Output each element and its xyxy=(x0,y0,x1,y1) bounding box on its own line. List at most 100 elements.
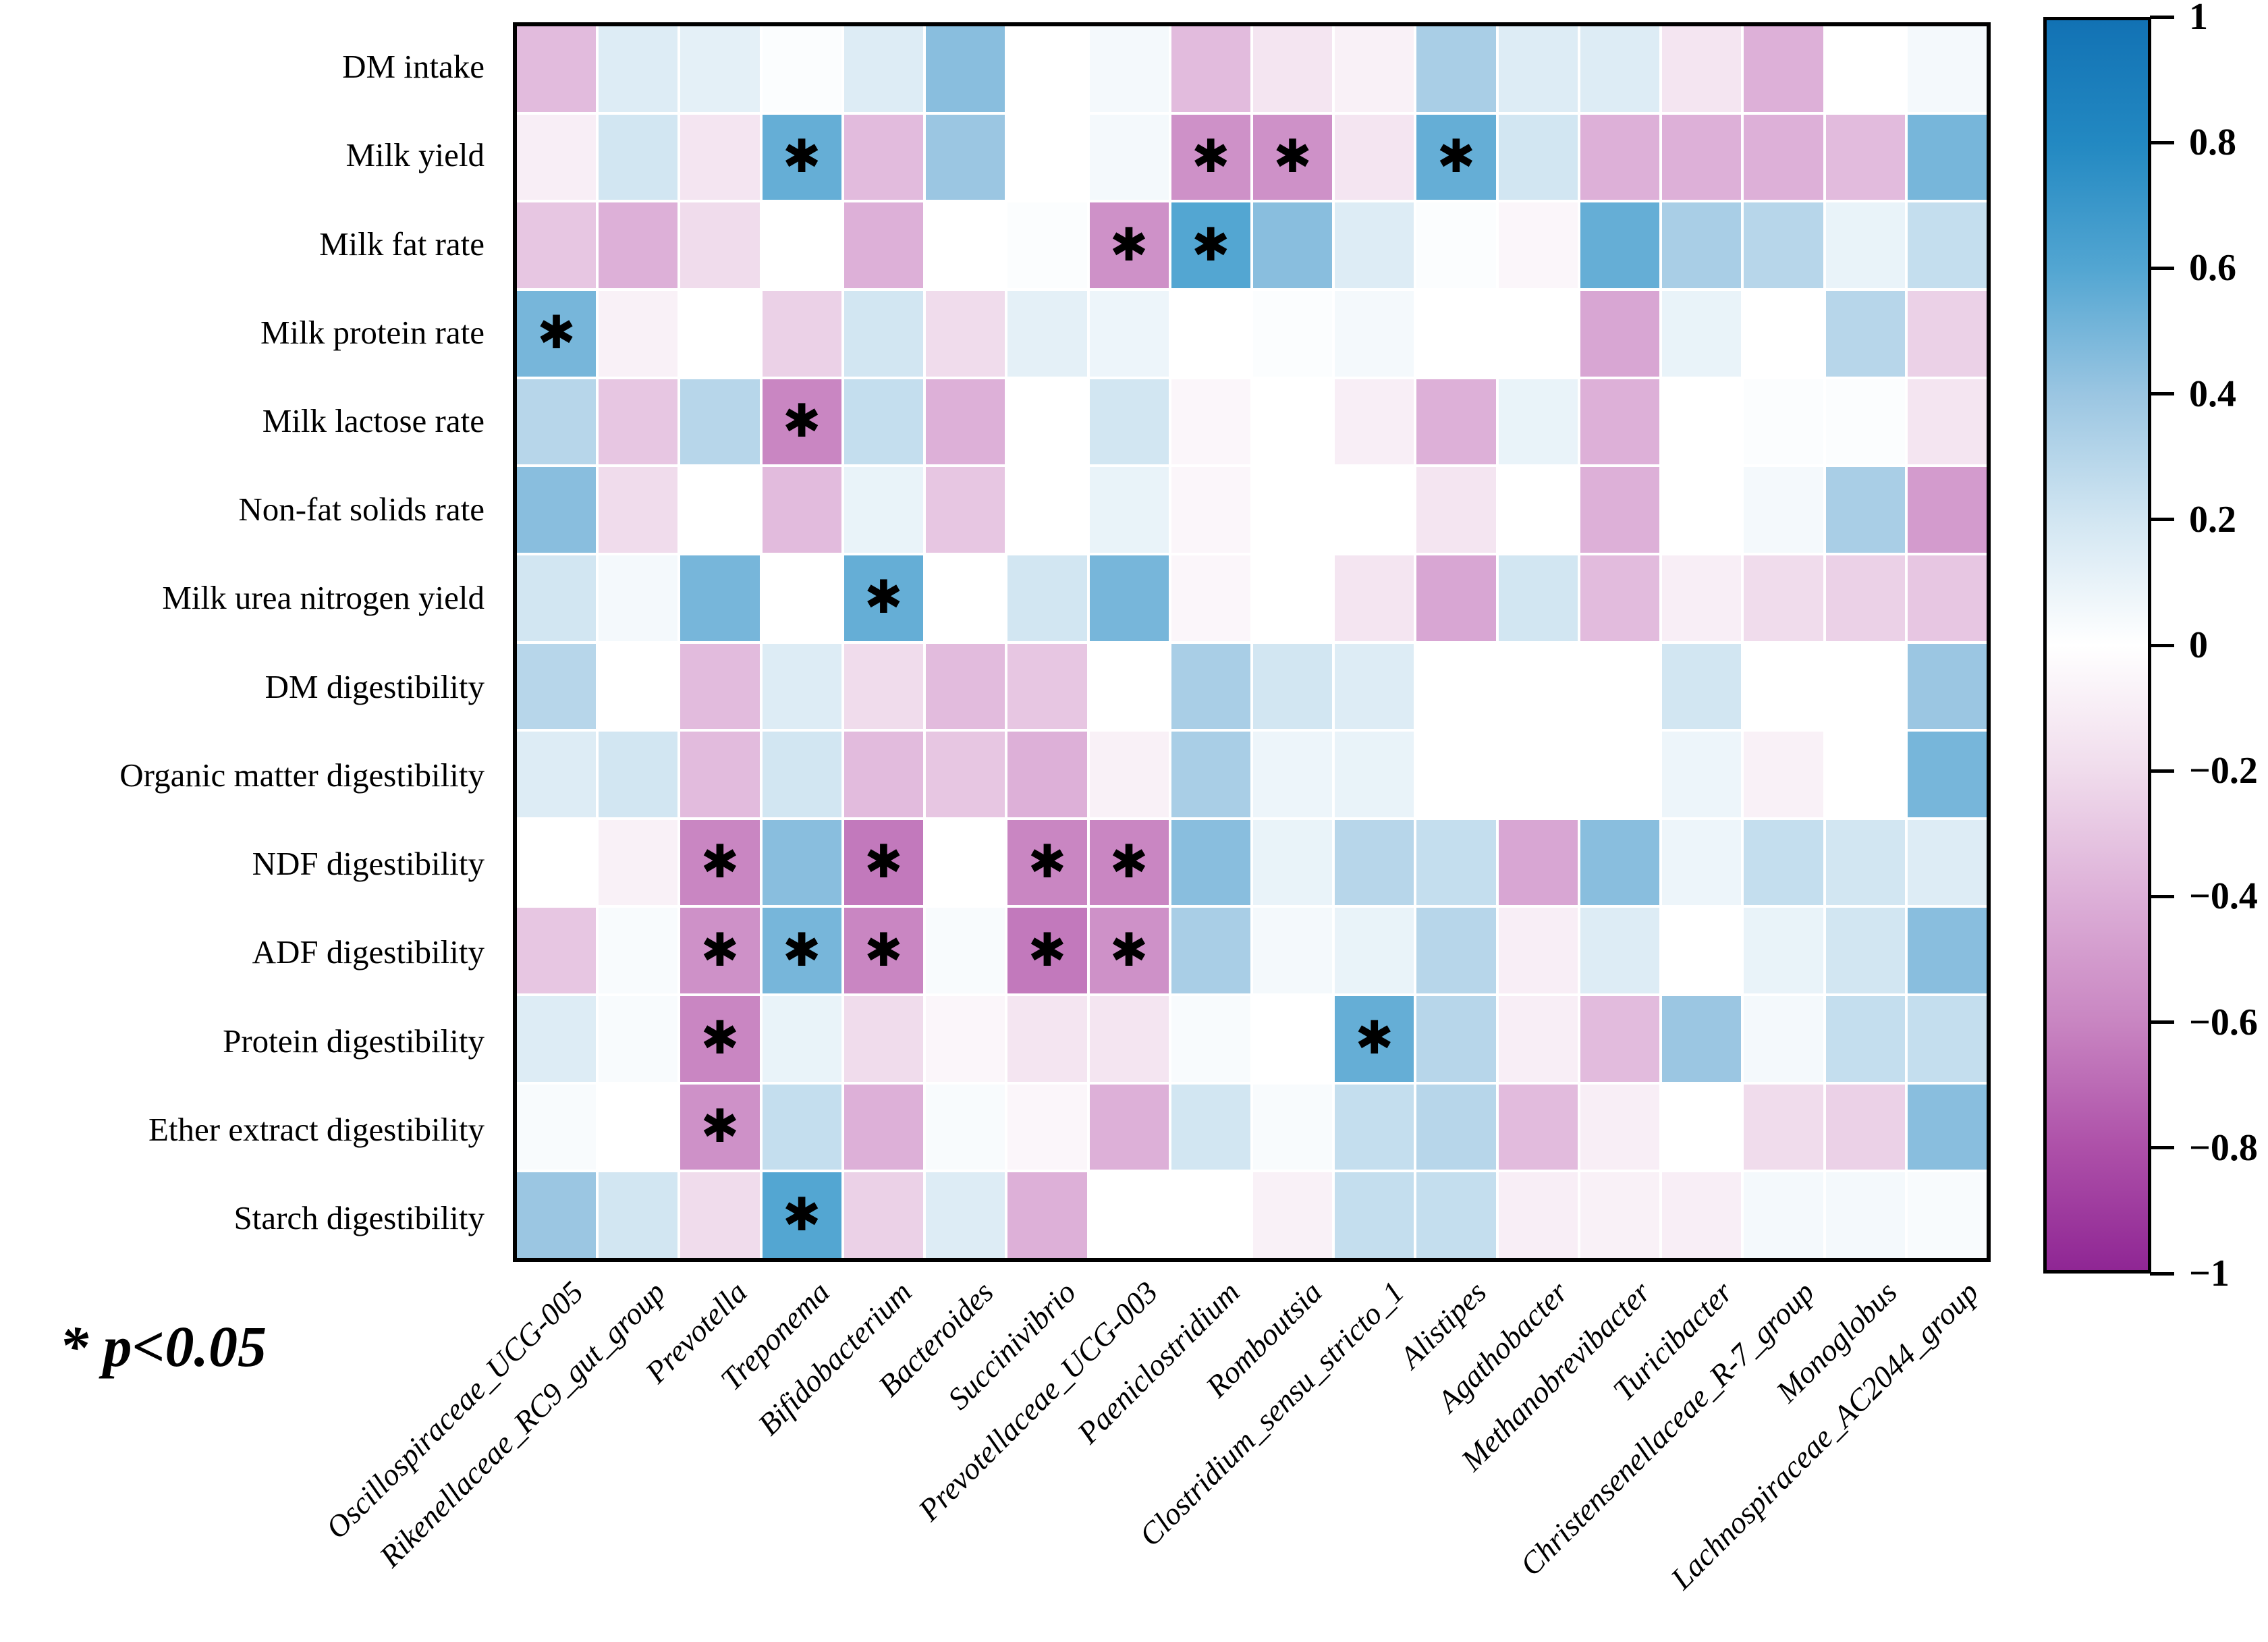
heatmap-cell xyxy=(1580,1172,1660,1258)
colorbar-tick-label: −1 xyxy=(2189,1253,2230,1294)
significance-asterisk: ✱ xyxy=(782,923,821,977)
heatmap-cell xyxy=(1907,379,1987,465)
heatmap-cell xyxy=(843,996,924,1082)
heatmap-cell xyxy=(843,290,924,377)
colorbar-tick-label: 0.2 xyxy=(2189,498,2236,541)
heatmap-cell xyxy=(1825,114,1905,200)
heatmap-cell xyxy=(1171,643,1250,730)
heatmap-cell xyxy=(843,202,924,288)
heatmap-cell: ✱ xyxy=(680,819,760,906)
heatmap-cell xyxy=(1825,555,1905,641)
heatmap-cell xyxy=(1825,26,1905,112)
heatmap-cell xyxy=(1007,1172,1087,1258)
row-label: NDF digestibility xyxy=(252,845,485,883)
heatmap-cell xyxy=(1580,732,1660,817)
heatmap-cell xyxy=(1335,819,1414,906)
heatmap-cell xyxy=(1825,202,1905,288)
heatmap-cell xyxy=(599,819,678,906)
heatmap-cell xyxy=(1580,819,1660,906)
heatmap-cell xyxy=(1744,467,1823,553)
heatmap-cell xyxy=(1825,467,1905,553)
heatmap-cell xyxy=(1335,732,1414,817)
heatmap-cell xyxy=(1335,555,1414,641)
heatmap-cell xyxy=(1825,1084,1905,1170)
colorbar-tick xyxy=(2150,15,2174,19)
heatmap-cell xyxy=(762,1084,841,1170)
heatmap-cell xyxy=(926,1172,1005,1258)
heatmap-cell xyxy=(517,908,597,994)
heatmap-cell xyxy=(926,996,1005,1082)
heatmap-cell xyxy=(1662,819,1742,906)
heatmap-cell xyxy=(926,732,1005,817)
heatmap-cell xyxy=(1252,643,1333,730)
heatmap-cell xyxy=(1580,202,1660,288)
heatmap-cell xyxy=(1662,202,1742,288)
heatmap-cell xyxy=(1498,819,1578,906)
heatmap-cell: ✱ xyxy=(762,379,841,465)
heatmap-cell xyxy=(1089,996,1169,1082)
heatmap-cell xyxy=(1007,1084,1087,1170)
heatmap-cell: ✱ xyxy=(762,1172,841,1258)
heatmap-cell xyxy=(1007,732,1087,817)
heatmap-cell xyxy=(1335,908,1414,994)
colorbar-tick-label: −0.8 xyxy=(2189,1126,2258,1169)
heatmap-cell xyxy=(517,643,597,730)
colorbar-tick-label: 0 xyxy=(2189,624,2208,666)
heatmap-cell xyxy=(926,290,1005,377)
heatmap-cell: ✱ xyxy=(1171,202,1250,288)
heatmap-cell xyxy=(1580,114,1660,200)
heatmap-cell xyxy=(1416,1172,1496,1258)
heatmap-cell xyxy=(1171,26,1250,112)
colorbar-tick xyxy=(2150,1271,2174,1276)
heatmap-cell xyxy=(1335,26,1414,112)
heatmap-cell xyxy=(680,555,760,641)
heatmap-cell xyxy=(926,379,1005,465)
colorbar-tick xyxy=(2150,643,2174,647)
heatmap-cell xyxy=(1580,1084,1660,1170)
heatmap-cell: ✱ xyxy=(1171,114,1250,200)
row-label: Milk urea nitrogen yield xyxy=(162,579,485,617)
heatmap-cell xyxy=(926,908,1005,994)
heatmap-cell xyxy=(926,555,1005,641)
row-label: Organic matter digestibility xyxy=(119,756,485,794)
heatmap-cell xyxy=(843,26,924,112)
heatmap-panel: ✱ ✱ ✱ ✱ ✱ ✱ ✱ ✱ ✱ ✱ ✱ ✱ ✱ ✱ ✱ ✱ ✱ ✱ ✱ ✱ ✱ ✱ xyxy=(513,22,1991,1262)
heatmap-cell xyxy=(1252,732,1333,817)
heatmap-cell xyxy=(1171,996,1250,1082)
heatmap-cell xyxy=(1662,26,1742,112)
heatmap-cell xyxy=(1907,1084,1987,1170)
heatmap-cell xyxy=(1825,732,1905,817)
heatmap-cell xyxy=(517,1172,597,1258)
heatmap-cell xyxy=(1825,379,1905,465)
heatmap-cell xyxy=(599,26,678,112)
heatmap-cell xyxy=(1007,26,1087,112)
heatmap-cell xyxy=(1416,379,1496,465)
heatmap-cell xyxy=(1335,1084,1414,1170)
heatmap-cell xyxy=(1662,1172,1742,1258)
heatmap-cell xyxy=(1498,1084,1578,1170)
heatmap-cell xyxy=(1580,908,1660,994)
heatmap-cell xyxy=(843,1084,924,1170)
heatmap-cell xyxy=(1171,467,1250,553)
heatmap-cell xyxy=(1252,555,1333,641)
heatmap-cell xyxy=(1252,819,1333,906)
heatmap-cell xyxy=(1498,732,1578,817)
heatmap-cell xyxy=(926,819,1005,906)
heatmap-cell xyxy=(1580,555,1660,641)
heatmap-cell: ✱ xyxy=(680,1084,760,1170)
heatmap-cell xyxy=(1171,379,1250,465)
heatmap-cell xyxy=(1907,643,1987,730)
heatmap-cell xyxy=(1335,379,1414,465)
heatmap-cell xyxy=(599,202,678,288)
heatmap-cell xyxy=(1171,555,1250,641)
heatmap-cell xyxy=(680,290,760,377)
heatmap-cell xyxy=(1089,643,1169,730)
heatmap-cell xyxy=(1498,202,1578,288)
heatmap-cell xyxy=(1907,26,1987,112)
heatmap-cell xyxy=(843,643,924,730)
row-label: Protein digestibility xyxy=(223,1022,485,1060)
heatmap-cell xyxy=(1744,819,1823,906)
heatmap-cell xyxy=(517,819,597,906)
heatmap-cell xyxy=(1662,379,1742,465)
heatmap-cell xyxy=(762,202,841,288)
